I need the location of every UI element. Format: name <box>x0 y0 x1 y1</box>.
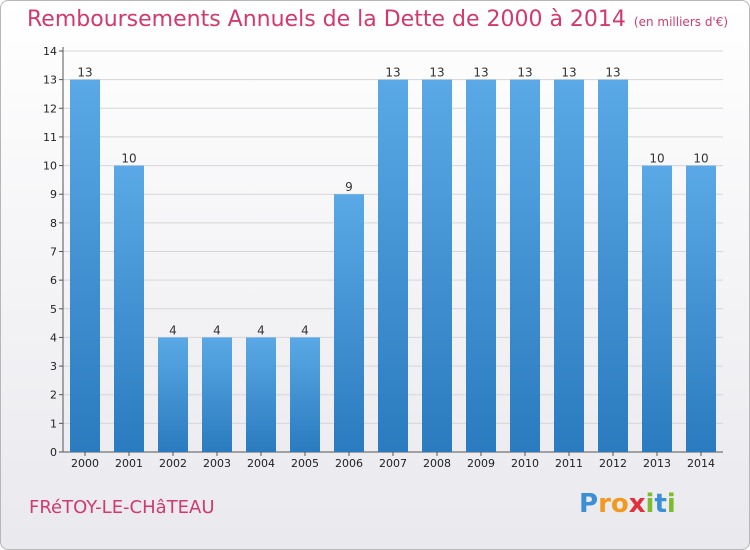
y-tick-label: 5 <box>50 303 57 316</box>
value-label-2004: 4 <box>257 323 265 337</box>
y-tick-label: 3 <box>50 360 57 373</box>
value-label-2008: 13 <box>429 66 444 80</box>
bar-2012 <box>598 79 628 453</box>
y-tick-label: 14 <box>43 45 57 58</box>
y-tick-label: 6 <box>50 274 57 287</box>
value-label-2006: 9 <box>345 180 353 194</box>
y-tick-label: 0 <box>50 446 57 459</box>
x-tick-label-2000: 2000 <box>71 457 99 470</box>
bar-2010 <box>510 79 540 453</box>
x-tick-label-2001: 2001 <box>115 457 143 470</box>
y-tick-label: 8 <box>50 217 57 230</box>
y-tick-label: 9 <box>50 188 57 201</box>
y-tick-label: 10 <box>43 160 57 173</box>
y-tick-label: 13 <box>43 74 57 87</box>
chart-subtitle: (en milliers d'€) <box>633 15 729 29</box>
x-tick-label-2010: 2010 <box>511 457 539 470</box>
x-tick-label-2014: 2014 <box>687 457 715 470</box>
x-tick-label-2002: 2002 <box>159 457 187 470</box>
x-tick-label-2009: 2009 <box>467 457 495 470</box>
value-label-2013: 10 <box>649 152 664 166</box>
x-tick-label-2013: 2013 <box>643 457 671 470</box>
bar-2013 <box>642 165 672 453</box>
value-label-2000: 13 <box>77 66 92 80</box>
labels: 0123456789101112131413200010200142002420… <box>43 45 715 470</box>
bar-2002 <box>158 337 188 452</box>
bar-2004 <box>246 337 276 452</box>
bar-2001 <box>114 165 144 453</box>
value-label-2001: 10 <box>121 152 136 166</box>
y-tick-label: 2 <box>50 389 57 402</box>
x-tick-label-2006: 2006 <box>335 457 363 470</box>
x-tick-label-2003: 2003 <box>203 457 231 470</box>
chart-title-text: Remboursements Annuels de la Dette de 20… <box>27 7 626 32</box>
y-tick-label: 11 <box>43 131 57 144</box>
bar-2007 <box>378 79 408 453</box>
x-tick-label-2011: 2011 <box>555 457 583 470</box>
value-label-2003: 4 <box>213 323 221 337</box>
x-tick-label-2004: 2004 <box>247 457 275 470</box>
x-tick-label-2012: 2012 <box>599 457 627 470</box>
value-label-2005: 4 <box>301 323 309 337</box>
value-label-2012: 13 <box>605 66 620 80</box>
bars <box>70 79 716 453</box>
bar-2003 <box>202 337 232 452</box>
y-tick-label: 1 <box>50 417 57 430</box>
chart-title: Remboursements Annuels de la Dette de 20… <box>27 7 728 32</box>
value-label-2014: 10 <box>693 152 708 166</box>
value-label-2007: 13 <box>385 66 400 80</box>
value-label-2011: 13 <box>561 66 576 80</box>
proxiti-logo: Proxiti <box>579 489 676 519</box>
y-tick-label: 4 <box>50 331 57 344</box>
value-label-2002: 4 <box>169 323 177 337</box>
bar-2011 <box>554 79 584 453</box>
x-tick-label-2008: 2008 <box>423 457 451 470</box>
bar-2000 <box>70 79 100 453</box>
x-tick-label-2007: 2007 <box>379 457 407 470</box>
x-tick-label-2005: 2005 <box>291 457 319 470</box>
bar-2009 <box>466 79 496 453</box>
y-tick-label: 7 <box>50 246 57 259</box>
place-name: FRéTOY-LE-CHâTEAU <box>29 497 215 518</box>
bar-2005 <box>290 337 320 452</box>
bar-2006 <box>334 194 364 452</box>
y-tick-label: 12 <box>43 102 57 115</box>
bar-2008 <box>422 79 452 453</box>
value-label-2009: 13 <box>473 66 488 80</box>
value-label-2010: 13 <box>517 66 532 80</box>
bar-2014 <box>686 165 716 453</box>
